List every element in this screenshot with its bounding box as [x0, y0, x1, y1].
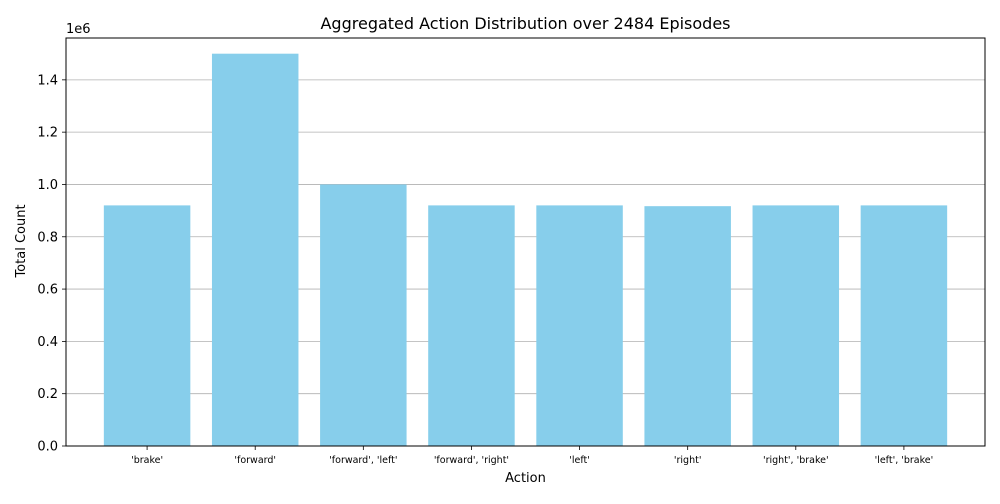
x-tick-label: 'forward', 'right' — [434, 455, 509, 466]
y-scale-offset-label: 1e6 — [66, 22, 91, 37]
y-tick-label: 1.0 — [37, 178, 58, 193]
y-tick-label: 0.4 — [37, 335, 58, 350]
bar — [644, 206, 731, 446]
bar — [428, 205, 515, 446]
y-tick-label: 0.6 — [37, 283, 58, 298]
y-tick-label: 1.4 — [37, 73, 58, 88]
bar — [103, 205, 191, 446]
y-tick-label: 0.0 — [37, 440, 58, 455]
bar — [536, 205, 623, 446]
plot-frame — [65, 37, 986, 447]
x-tick-label: 'right', 'brake' — [763, 455, 829, 466]
bar — [211, 53, 299, 446]
bar — [320, 184, 407, 446]
bar-layer — [103, 53, 948, 446]
axis-layer: 0.0 0.2 0.4 0.6 0.8 1.0 1.2 1.4 'brake' 'forward'… — [37, 37, 986, 466]
y-tick-label: 1.2 — [37, 126, 58, 141]
x-tick-label: 'right' — [674, 455, 702, 466]
x-tick-label: 'brake' — [131, 455, 163, 466]
x-tick-label: 'forward' — [234, 455, 276, 466]
grid-layer — [66, 79, 985, 447]
y-tick-label: 0.8 — [37, 230, 58, 245]
x-axis-label: Action — [505, 471, 546, 486]
bar — [860, 205, 948, 446]
x-tick-label: 'left' — [569, 455, 590, 466]
y-tick-label: 0.2 — [37, 387, 58, 402]
x-tick-label: 'forward', 'left' — [329, 455, 397, 466]
bar — [752, 205, 840, 446]
x-tick-label: 'left', 'brake' — [875, 455, 934, 466]
chart-title: Aggregated Action Distribution over 2484… — [320, 14, 730, 33]
y-axis-label: Total Count — [14, 204, 29, 278]
